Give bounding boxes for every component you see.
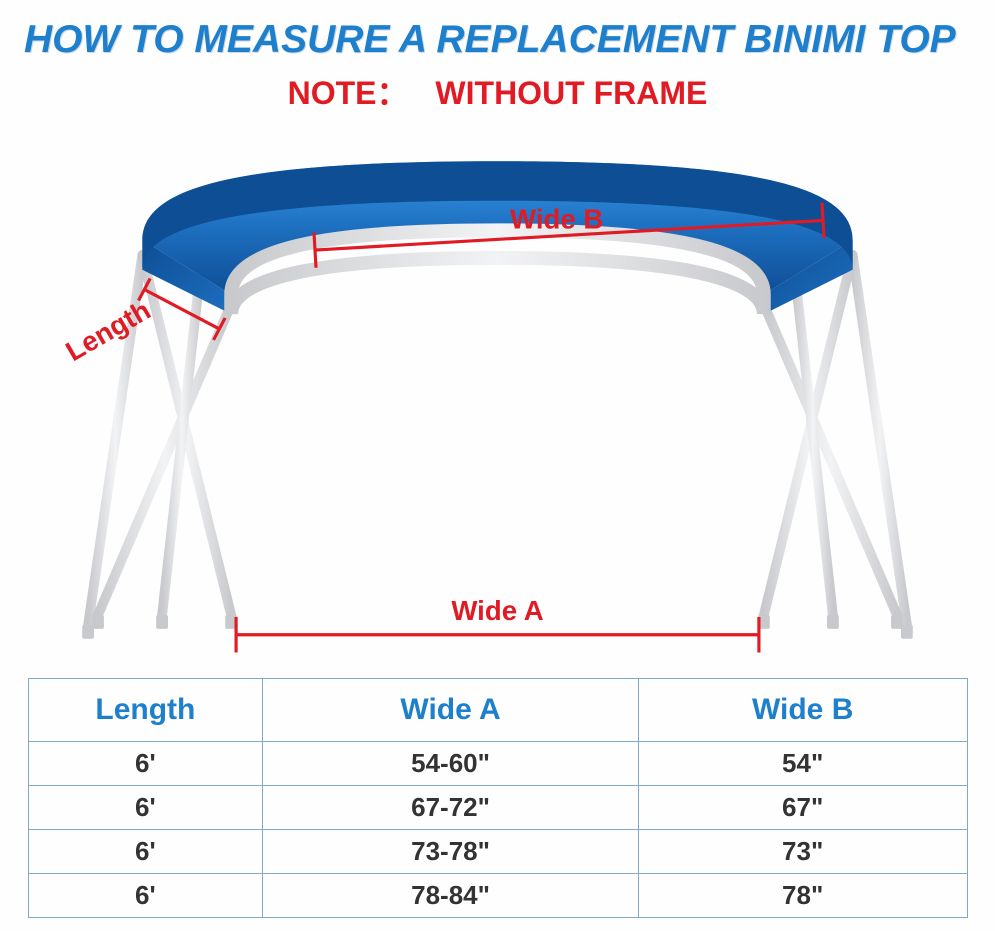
note-value: WITHOUT FRAME <box>435 75 707 111</box>
table-cell: 6' <box>28 786 263 830</box>
col-wide-a: Wide A <box>263 679 639 742</box>
table-row: 6'54-60"54" <box>28 742 967 786</box>
col-wide-b: Wide B <box>638 679 967 742</box>
length-label: Length <box>60 294 155 367</box>
diagram-svg: Wide B Wide A Length <box>24 118 971 678</box>
table-row: 6'78-84"78" <box>28 874 967 918</box>
table-cell: 67-72" <box>263 786 639 830</box>
frame-foot <box>891 615 903 629</box>
canopy-group <box>142 161 852 314</box>
table-cell: 73-78" <box>263 830 639 874</box>
frame-tube <box>793 260 832 615</box>
table-cell: 78-84" <box>263 874 639 918</box>
size-table-wrap: Length Wide A Wide B 6'54-60"54"6'67-72"… <box>28 678 968 918</box>
note-label: NOTE： <box>288 75 409 111</box>
table-cell: 67" <box>638 786 967 830</box>
frame-foot <box>92 615 104 629</box>
table-row: 6'73-78"73" <box>28 830 967 874</box>
table-cell: 78" <box>638 874 967 918</box>
frame-foot <box>156 615 168 629</box>
bimini-diagram: Wide B Wide A Length <box>24 118 971 678</box>
table-cell: 6' <box>28 742 263 786</box>
frame-tube <box>162 260 201 615</box>
table-row: 6'67-72"67" <box>28 786 967 830</box>
table-cell: 54" <box>638 742 967 786</box>
table-cell: 6' <box>28 830 263 874</box>
frame-foot <box>827 615 839 629</box>
frame-group <box>82 255 913 639</box>
note-line: NOTE： WITHOUT FRAME <box>24 68 971 114</box>
table-cell: 54-60" <box>263 742 639 786</box>
table-cell: 73" <box>638 830 967 874</box>
wide-b-label: Wide B <box>510 203 603 234</box>
page-title: HOW TO MEASURE A REPLACEMENT BINIMI TOP <box>24 18 971 62</box>
canopy-inner-bow <box>231 230 764 314</box>
col-length: Length <box>28 679 263 742</box>
table-body: 6'54-60"54"6'67-72"67"6'73-78"73"6'78-84… <box>28 742 967 918</box>
table-cell: 6' <box>28 874 263 918</box>
table-header-row: Length Wide A Wide B <box>28 679 967 742</box>
size-table: Length Wide A Wide B 6'54-60"54"6'67-72"… <box>28 678 968 918</box>
wide-a-label: Wide A <box>451 595 543 626</box>
